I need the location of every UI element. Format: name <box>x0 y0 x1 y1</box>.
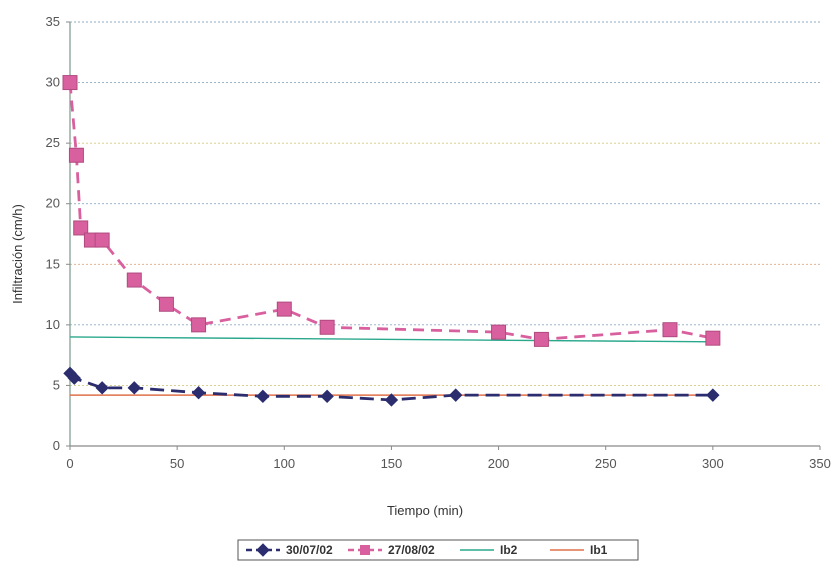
legend-swatch-marker <box>360 545 370 555</box>
legend-item: 30/07/02 <box>246 543 333 557</box>
x-tick-label: 0 <box>66 456 73 471</box>
x-tick-label: 350 <box>809 456 831 471</box>
data-point <box>705 330 721 346</box>
x-tick-label: 100 <box>273 456 295 471</box>
data-point <box>94 232 110 248</box>
y-tick-label: 10 <box>46 317 60 332</box>
legend: 30/07/02 27/08/02 Ib2 Ib1 <box>237 539 639 561</box>
series-27-08-02 <box>62 75 721 347</box>
data-point <box>256 389 270 404</box>
data-point <box>276 301 292 317</box>
y-tick-label: 35 <box>46 14 60 29</box>
x-axis-title: Tiempo (min) <box>387 503 463 518</box>
series-ib2 <box>69 336 713 343</box>
data-point <box>706 388 720 402</box>
y-tick-label: 25 <box>46 135 60 150</box>
legend-box <box>237 539 639 561</box>
data-point <box>95 381 109 395</box>
data-point <box>127 381 141 395</box>
x-tick-label: 150 <box>381 456 403 471</box>
y-tick-label: 15 <box>46 256 60 271</box>
series-line <box>68 372 713 402</box>
x-tick-label: 50 <box>170 456 184 471</box>
y-axis-title: Infiltración (cm/h) <box>10 204 25 304</box>
data-point <box>62 75 78 91</box>
data-point <box>449 388 463 402</box>
data-point <box>158 296 174 312</box>
legend-label: 27/08/02 <box>388 543 435 557</box>
y-tick-label: 30 <box>46 75 60 90</box>
legend-label: 30/07/02 <box>286 543 333 557</box>
legend-label: Ib1 <box>590 543 608 557</box>
data-point <box>67 371 81 385</box>
series-group <box>62 75 721 407</box>
y-tick-label: 0 <box>53 438 60 453</box>
data-point <box>68 147 84 163</box>
x-tick-label: 250 <box>595 456 617 471</box>
data-point <box>191 317 207 333</box>
data-point <box>126 272 142 288</box>
legend-item: 27/08/02 <box>348 543 435 557</box>
legend-swatch-marker <box>256 543 270 557</box>
legend-item: Ib1 <box>550 543 608 557</box>
data-point <box>491 324 507 340</box>
x-tick-label: 200 <box>488 456 510 471</box>
data-point <box>319 319 335 335</box>
series-line <box>69 336 713 343</box>
series-30-07-02 <box>63 366 720 407</box>
x-tick-label: 300 <box>702 456 724 471</box>
data-point <box>384 393 399 407</box>
y-tick-label: 20 <box>46 196 60 211</box>
legend-label: Ib2 <box>500 543 518 557</box>
data-point <box>73 220 89 236</box>
data-point <box>320 389 334 404</box>
data-point <box>533 331 549 347</box>
data-point <box>662 322 678 338</box>
legend-item: Ib2 <box>460 543 518 557</box>
y-tick-label: 5 <box>53 377 60 392</box>
data-point <box>191 385 206 400</box>
